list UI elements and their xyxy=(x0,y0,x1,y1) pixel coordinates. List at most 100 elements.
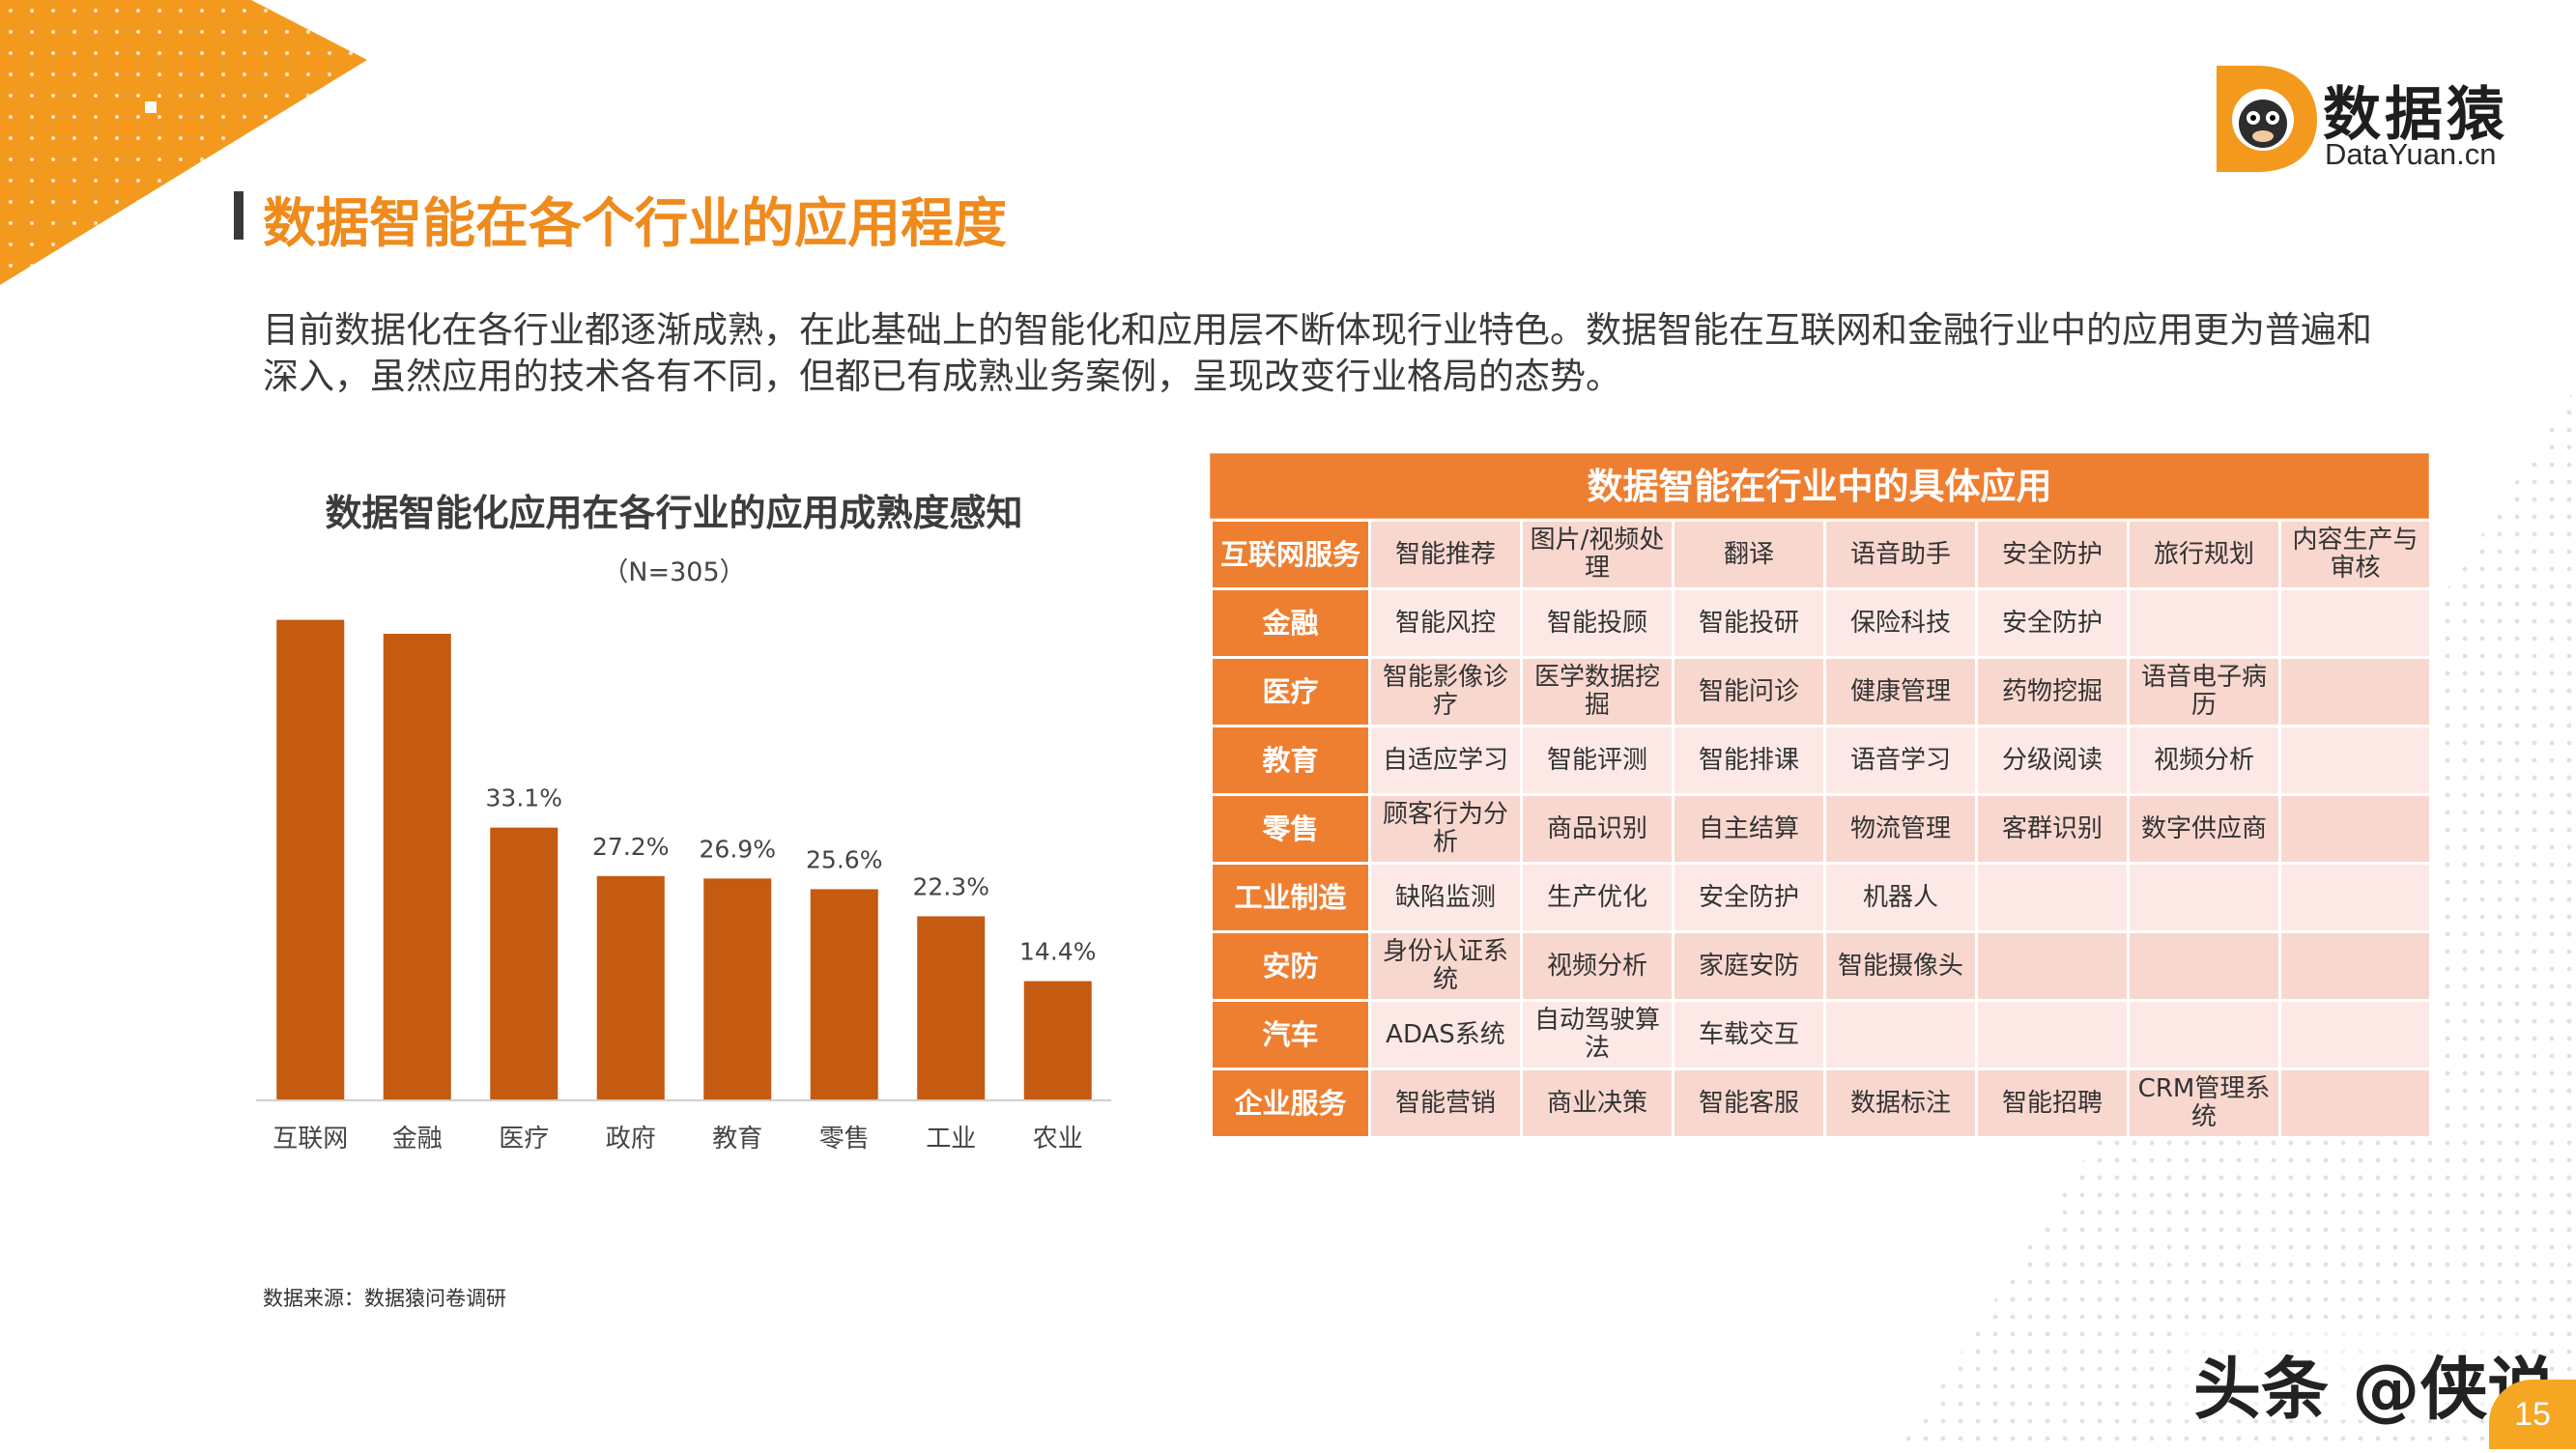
application-cell: 商业决策 xyxy=(1522,1069,1674,1138)
monkey-logo-icon xyxy=(2209,60,2325,176)
application-cell: 缺陷监测 xyxy=(1370,864,1522,932)
application-cell: 视频分析 xyxy=(1522,932,1674,1001)
application-cell: 智能推荐 xyxy=(1370,521,1522,589)
application-cell: 智能影像诊疗 xyxy=(1370,658,1522,726)
data-source: 数据来源：数据猿问卷调研 xyxy=(263,1283,506,1312)
application-cell: 物流管理 xyxy=(1825,795,1977,864)
table-row: 零售顾客行为分析商品识别自主结算物流管理客群识别数字供应商 xyxy=(1212,795,2431,864)
application-cell: 保险科技 xyxy=(1825,589,1977,658)
table-row: 互联网服务智能推荐图片/视频处理翻译语音助手安全防护旅行规划内容生产与审核 xyxy=(1212,521,2431,589)
application-cell xyxy=(2129,864,2280,932)
industry-cell: 教育 xyxy=(1212,726,1370,795)
application-cell xyxy=(2280,795,2431,864)
industry-cell: 工业制造 xyxy=(1212,864,1370,932)
x-tick-label: 农业 xyxy=(1033,1125,1083,1154)
application-cell: 智能客服 xyxy=(1674,1069,1825,1138)
table-row: 金融智能风控智能投顾智能投研保险科技安全防护 xyxy=(1212,589,2431,658)
application-cell: 智能风控 xyxy=(1370,589,1522,658)
x-tick-label: 教育 xyxy=(712,1125,762,1154)
application-cell xyxy=(2129,589,2280,658)
table-row: 教育自适应学习智能评测智能排课语音学习分级阅读视频分析 xyxy=(1212,726,2431,795)
application-cell xyxy=(1977,864,2129,932)
table-row: 医疗智能影像诊疗医学数据挖掘智能问诊健康管理药物挖掘语音电子病历 xyxy=(1212,658,2431,726)
application-cell: 语音学习 xyxy=(1825,726,1977,795)
data-label: 33.1% xyxy=(486,784,562,812)
x-tick-label: 政府 xyxy=(606,1125,656,1154)
application-cell: 车载交互 xyxy=(1674,1001,1825,1069)
industry-cell: 企业服务 xyxy=(1212,1069,1370,1138)
application-cell: 翻译 xyxy=(1674,521,1825,589)
industry-cell: 安防 xyxy=(1212,932,1370,1001)
x-tick-label: 互联网 xyxy=(272,1125,348,1154)
application-cell xyxy=(2280,658,2431,726)
bar xyxy=(384,634,451,1099)
chart-title: 数据智能化应用在各行业的应用成熟度感知 xyxy=(164,483,1184,536)
application-cell: 安全防护 xyxy=(1977,589,2129,658)
industry-cell: 医疗 xyxy=(1212,658,1370,726)
application-cell xyxy=(2280,864,2431,932)
title-accent-bar xyxy=(234,191,243,240)
page-title: 数据智能在各个行业的应用程度 xyxy=(263,180,1007,257)
application-cell: 自动驾驶算法 xyxy=(1522,1001,1674,1069)
application-cell: 智能招聘 xyxy=(1977,1069,2129,1138)
bar xyxy=(490,828,558,1099)
table-row: 工业制造缺陷监测生产优化安全防护机器人 xyxy=(1212,864,2431,932)
x-tick-label: 零售 xyxy=(819,1125,870,1154)
application-cell: 生产优化 xyxy=(1522,864,1674,932)
application-cell xyxy=(2129,1001,2280,1069)
application-cell: 自适应学习 xyxy=(1370,726,1522,795)
bar xyxy=(1024,982,1092,1099)
industry-cell: 互联网服务 xyxy=(1212,521,1370,589)
application-cell: 语音助手 xyxy=(1825,521,1977,589)
application-cell: 商品识别 xyxy=(1522,795,1674,864)
industry-cell: 金融 xyxy=(1212,589,1370,658)
application-cell xyxy=(2280,589,2431,658)
bar xyxy=(597,876,665,1099)
data-label: 14.4% xyxy=(1019,938,1096,966)
table-grid: 互联网服务智能推荐图片/视频处理翻译语音助手安全防护旅行规划内容生产与审核金融智… xyxy=(1210,519,2432,1139)
industry-cell: 零售 xyxy=(1212,795,1370,864)
application-cell xyxy=(1977,1001,2129,1069)
x-tick-label: 工业 xyxy=(926,1125,976,1154)
application-cell: 药物挖掘 xyxy=(1977,658,2129,726)
application-cell: 智能投顾 xyxy=(1522,589,1674,658)
application-cell: 语音电子病历 xyxy=(2129,658,2280,726)
bar xyxy=(276,620,344,1099)
application-cell: 智能营销 xyxy=(1370,1069,1522,1138)
application-cell: 安全防护 xyxy=(1674,864,1825,932)
table-row: 安防身份认证系统视频分析家庭安防智能摄像头 xyxy=(1212,932,2431,1001)
application-cell xyxy=(2280,932,2431,1001)
application-cell: 分级阅读 xyxy=(1977,726,2129,795)
bar xyxy=(811,889,878,1099)
bar-chart: 58.4%互联网56.7%金融33.1%医疗27.2%政府26.9%教育25.6… xyxy=(242,618,1131,1179)
data-label: 22.3% xyxy=(913,872,989,900)
application-cell: 智能投研 xyxy=(1674,589,1825,658)
logo: 数据猿 DataYuan.cn xyxy=(2209,60,2528,176)
application-cell: 数字供应商 xyxy=(2129,795,2280,864)
data-label: 26.9% xyxy=(700,835,776,863)
application-cell: 旅行规划 xyxy=(2129,521,2280,589)
logo-url: DataYuan.cn xyxy=(2325,137,2497,172)
application-cell: 机器人 xyxy=(1825,864,1977,932)
intro-paragraph: 目前数据化在各行业都逐渐成熟，在此基础上的智能化和应用层不断体现行业特色。数据智… xyxy=(263,307,2389,400)
application-cell: 家庭安防 xyxy=(1674,932,1825,1001)
application-cell: 数据标注 xyxy=(1825,1069,1977,1138)
data-label: 25.6% xyxy=(806,845,882,873)
application-cell: 智能评测 xyxy=(1522,726,1674,795)
data-label: 27.2% xyxy=(592,833,669,861)
application-cell: 智能问诊 xyxy=(1674,658,1825,726)
x-tick-label: 医疗 xyxy=(499,1125,549,1154)
application-cell: 身份认证系统 xyxy=(1370,932,1522,1001)
application-table: 数据智能在行业中的具体应用 互联网服务智能推荐图片/视频处理翻译语音助手安全防护… xyxy=(1210,453,2429,1139)
application-cell xyxy=(1825,1001,1977,1069)
application-cell: 内容生产与审核 xyxy=(2280,521,2431,589)
application-cell: 图片/视频处理 xyxy=(1522,521,1674,589)
application-cell: 安全防护 xyxy=(1977,521,2129,589)
chart-subtitle: （N=305） xyxy=(164,551,1184,588)
application-cell: 自主结算 xyxy=(1674,795,1825,864)
x-tick-label: 金融 xyxy=(392,1125,443,1154)
application-cell: 顾客行为分析 xyxy=(1370,795,1522,864)
application-cell xyxy=(2280,1069,2431,1138)
